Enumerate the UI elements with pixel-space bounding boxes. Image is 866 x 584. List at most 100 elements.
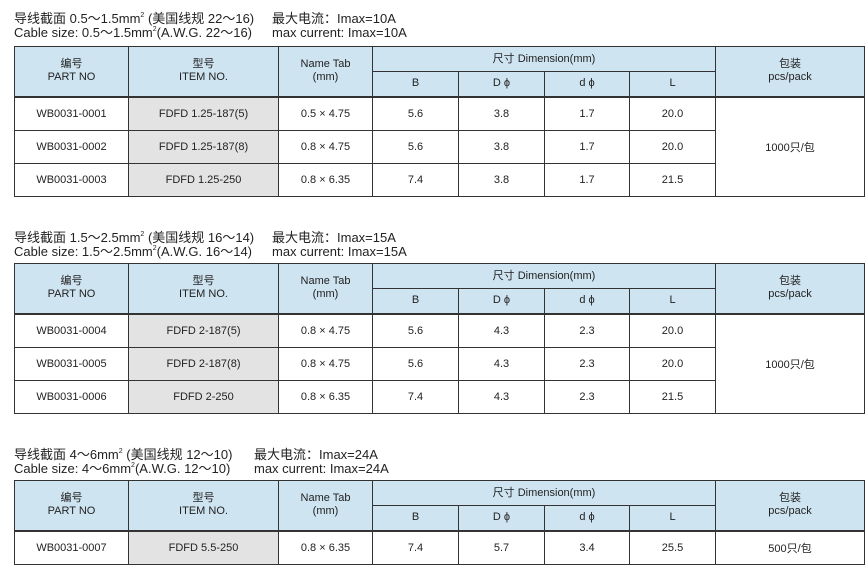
part-no: WB0031-0005 [14, 346, 129, 381]
header-name-tab: Name Tab (mm) [278, 46, 373, 97]
item-no: FDFD 1.25-187(5) [128, 95, 279, 131]
header-d-inner: d ϕ [544, 71, 630, 97]
part-no: WB0031-0003 [14, 162, 129, 197]
item-no: FDFD 2-187(8) [128, 346, 279, 381]
cable-size-en: Cable size: 4～6mm2(A.W.G. 12～10) [14, 461, 231, 476]
header-d-outer: D ϕ [458, 505, 545, 531]
dim-l: 21.5 [629, 162, 716, 197]
max-current-en: max current: Imax=24A [254, 461, 389, 476]
table-row: WB0031-0006 FDFD 2-250 0.8 × 6.35 7.4 4.… [14, 379, 865, 414]
header-name-tab: Name Tab (mm) [278, 263, 373, 314]
header-item-no: 型号 ITEM NO. [128, 263, 279, 314]
dim-b: 7.4 [372, 529, 459, 565]
spec-table-1: 编号 PART NO 型号 ITEM NO. Name Tab (mm) 尺寸 Dim… [14, 46, 865, 197]
table-row: WB0031-0001 FDFD 1.25-187(5) 0.5 × 4.75 … [14, 95, 865, 197]
table-row: WB0031-0003 FDFD 1.25-250 0.8 × 6.35 7.4… [14, 162, 865, 197]
pack-qty: 1000只/包 [715, 95, 865, 197]
max-current-cn: 最大电流：Imax=24A [254, 447, 378, 462]
header-part-no: 编号 PART NO [14, 480, 129, 531]
header-d-outer: D ϕ [458, 71, 545, 97]
dim-d-inner: 1.7 [544, 162, 630, 197]
dim-d-outer: 3.8 [458, 95, 545, 131]
dim-d-outer: 4.3 [458, 346, 545, 381]
header-l: L [629, 288, 716, 314]
header-d-inner: d ϕ [544, 505, 630, 531]
max-current-cn: 最大电流：Imax=10A [272, 11, 396, 26]
dim-l: 21.5 [629, 379, 716, 414]
header-dimension: 尺寸 Dimension(mm) [372, 263, 716, 289]
dim-d-inner: 2.3 [544, 312, 630, 348]
header-dimension: 尺寸 Dimension(mm) [372, 46, 716, 72]
dim-b: 7.4 [372, 379, 459, 414]
pack-qty: 500只/包 [715, 529, 865, 565]
header-b: B [372, 288, 459, 314]
table-row: WB0031-0004 FDFD 2-187(5) 0.8 × 4.75 5.6… [14, 312, 865, 414]
cable-size-cn: 导线截面 0.5～1.5mm2 (美国线规 22～16) [14, 11, 255, 26]
header-part-no: 编号 PART NO [14, 46, 129, 97]
dim-d-outer: 3.8 [458, 129, 545, 164]
header-b: B [372, 71, 459, 97]
dim-b: 7.4 [372, 162, 459, 197]
dim-d-outer: 5.7 [458, 529, 545, 565]
pack-qty: 1000只/包 [715, 312, 865, 414]
table-row: WB0031-0002 FDFD 1.25-187(8) 0.8 × 4.75 … [14, 129, 865, 164]
item-no: FDFD 2-250 [128, 379, 279, 414]
header-name-tab: Name Tab (mm) [278, 480, 373, 531]
header-item-no: 型号 ITEM NO. [128, 480, 279, 531]
header-pack: 包装 pcs/pack [715, 480, 865, 531]
name-tab: 0.5 × 4.75 [278, 95, 373, 131]
table-row: WB0031-0007 FDFD 5.5-250 0.8 × 6.35 7.4 … [14, 529, 865, 565]
dim-d-inner: 1.7 [544, 95, 630, 131]
dim-l: 20.0 [629, 129, 716, 164]
dim-d-outer: 3.8 [458, 162, 545, 197]
name-tab: 0.8 × 6.35 [278, 162, 373, 197]
dim-d-outer: 4.3 [458, 312, 545, 348]
cable-size-en: Cable size: 0.5～1.5mm2(A.W.G. 22～16) [14, 25, 253, 40]
item-no: FDFD 1.25-250 [128, 162, 279, 197]
dim-b: 5.6 [372, 129, 459, 164]
dim-d-inner: 2.3 [544, 379, 630, 414]
part-no: WB0031-0004 [14, 312, 129, 348]
dim-l: 20.0 [629, 312, 716, 348]
cable-size-en: Cable size: 1.5～2.5mm2(A.W.G. 16～14) [14, 244, 253, 259]
name-tab: 0.8 × 4.75 [278, 129, 373, 164]
part-no: WB0031-0006 [14, 379, 129, 414]
name-tab: 0.8 × 6.35 [278, 529, 373, 565]
part-no: WB0031-0002 [14, 129, 129, 164]
dim-l: 20.0 [629, 346, 716, 381]
header-d-outer: D ϕ [458, 288, 545, 314]
header-dimension: 尺寸 Dimension(mm) [372, 480, 716, 506]
dim-b: 5.6 [372, 346, 459, 381]
header-pack: 包装 pcs/pack [715, 263, 865, 314]
header-part-no: 编号 PART NO [14, 263, 129, 314]
name-tab: 0.8 × 4.75 [278, 346, 373, 381]
dim-d-inner: 1.7 [544, 129, 630, 164]
part-no: WB0031-0007 [14, 529, 129, 565]
max-current-en: max current: Imax=10A [272, 25, 407, 40]
header-pack: 包装 pcs/pack [715, 46, 865, 97]
max-current-en: max current: Imax=15A [272, 244, 407, 259]
dim-d-inner: 3.4 [544, 529, 630, 565]
spec-table-2: 编号 PART NO 型号 ITEM NO. Name Tab (mm) 尺寸 Dim… [14, 263, 865, 414]
cable-size-cn: 导线截面 4～6mm2 (美国线规 12～10) [14, 447, 233, 462]
name-tab: 0.8 × 6.35 [278, 379, 373, 414]
header-item-no: 型号 ITEM NO. [128, 46, 279, 97]
name-tab: 0.8 × 4.75 [278, 312, 373, 348]
dim-d-outer: 4.3 [458, 379, 545, 414]
item-no: FDFD 5.5-250 [128, 529, 279, 565]
cable-size-cn: 导线截面 1.5～2.5mm2 (美国线规 16～14) [14, 230, 255, 245]
item-no: FDFD 2-187(5) [128, 312, 279, 348]
header-l: L [629, 71, 716, 97]
dim-b: 5.6 [372, 95, 459, 131]
header-l: L [629, 505, 716, 531]
header-d-inner: d ϕ [544, 288, 630, 314]
dim-l: 20.0 [629, 95, 716, 131]
max-current-cn: 最大电流：Imax=15A [272, 230, 396, 245]
dim-b: 5.6 [372, 312, 459, 348]
spec-table-3: 编号 PART NO 型号 ITEM NO. Name Tab (mm) 尺寸 Dim… [14, 480, 865, 565]
table-row: WB0031-0005 FDFD 2-187(8) 0.8 × 4.75 5.6… [14, 346, 865, 381]
part-no: WB0031-0001 [14, 95, 129, 131]
dim-d-inner: 2.3 [544, 346, 630, 381]
item-no: FDFD 1.25-187(8) [128, 129, 279, 164]
header-b: B [372, 505, 459, 531]
